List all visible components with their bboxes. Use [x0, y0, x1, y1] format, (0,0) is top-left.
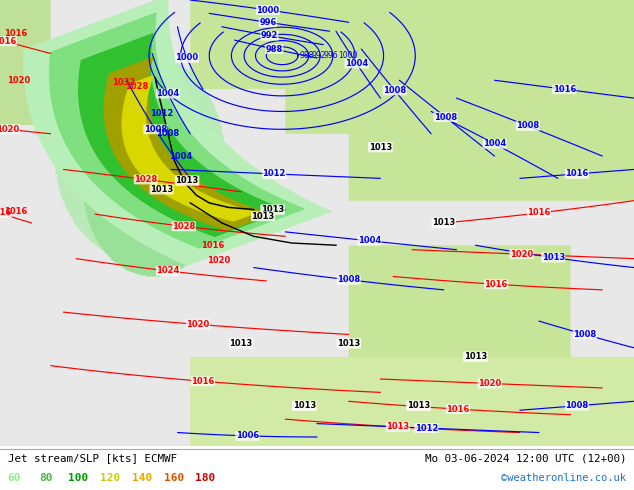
Text: Mo 03-06-2024 12:00 UTC (12+00): Mo 03-06-2024 12:00 UTC (12+00) [425, 453, 626, 463]
Text: 1000: 1000 [338, 51, 358, 60]
Text: 1013: 1013 [337, 339, 360, 348]
Text: 1000: 1000 [176, 53, 198, 62]
Text: 1028: 1028 [134, 175, 157, 184]
Text: 1004: 1004 [169, 151, 192, 161]
Text: 1012: 1012 [262, 170, 286, 178]
Text: 992: 992 [261, 31, 278, 40]
Text: 1008: 1008 [144, 125, 167, 134]
Text: 1008: 1008 [383, 86, 406, 95]
Text: 1006: 1006 [236, 431, 259, 441]
Text: 120: 120 [100, 473, 120, 483]
Text: 1028: 1028 [172, 222, 195, 231]
Text: 988: 988 [266, 45, 283, 53]
Text: 1028: 1028 [125, 82, 148, 92]
Text: 1004: 1004 [358, 236, 381, 245]
Text: 1016: 1016 [446, 405, 470, 414]
Text: 1013: 1013 [464, 352, 487, 361]
Polygon shape [23, 0, 333, 266]
Text: 996: 996 [259, 18, 276, 27]
Text: 100: 100 [68, 473, 89, 483]
Text: 1020: 1020 [207, 256, 230, 266]
Text: 1016: 1016 [566, 170, 588, 178]
Text: 1013: 1013 [176, 176, 198, 185]
Polygon shape [78, 33, 288, 237]
Text: 1004: 1004 [483, 139, 506, 148]
Text: 1016: 1016 [4, 207, 27, 216]
Text: 1013: 1013 [541, 253, 565, 262]
Text: 140: 140 [132, 473, 152, 483]
Text: Jet stream/SLP [kts] ECMWF: Jet stream/SLP [kts] ECMWF [8, 453, 177, 463]
Text: 1013: 1013 [369, 143, 392, 151]
Text: 1013: 1013 [293, 401, 316, 410]
Text: 1013: 1013 [252, 212, 275, 221]
Text: 80: 80 [39, 473, 53, 483]
Text: 1020: 1020 [510, 250, 533, 259]
Text: 1020: 1020 [0, 125, 20, 134]
Polygon shape [103, 57, 273, 231]
Text: 1020: 1020 [8, 76, 30, 85]
Text: 1013: 1013 [432, 219, 455, 227]
Text: 1008: 1008 [157, 129, 179, 138]
Text: 1013: 1013 [150, 185, 173, 194]
Text: 1013: 1013 [261, 205, 284, 214]
Text: 996: 996 [324, 51, 339, 60]
Text: 1008: 1008 [337, 275, 360, 284]
Text: 1008: 1008 [573, 330, 597, 339]
Text: ©weatheronline.co.uk: ©weatheronline.co.uk [501, 473, 626, 483]
Text: 1008: 1008 [566, 401, 588, 410]
Polygon shape [49, 12, 306, 249]
Text: 1016: 1016 [191, 377, 214, 386]
Text: 60: 60 [8, 473, 21, 483]
Text: 1013: 1013 [230, 339, 252, 348]
Text: 1008: 1008 [516, 122, 540, 130]
Text: 1016: 1016 [4, 29, 27, 38]
Text: 1016: 1016 [0, 37, 16, 46]
Text: 1013: 1013 [407, 401, 430, 410]
Text: 1004: 1004 [345, 59, 368, 68]
Text: 1012: 1012 [150, 109, 173, 118]
Polygon shape [122, 75, 258, 222]
Text: 160: 160 [164, 473, 184, 483]
Text: 992: 992 [311, 51, 326, 60]
Text: 988: 988 [299, 51, 314, 60]
Text: 1013: 1013 [386, 422, 410, 432]
Text: 1000: 1000 [256, 5, 280, 15]
Text: 1020: 1020 [186, 320, 210, 329]
Text: 1004: 1004 [157, 89, 179, 98]
Text: 1008: 1008 [434, 113, 457, 122]
Text: 1024: 1024 [157, 267, 179, 275]
Text: 1032: 1032 [112, 78, 135, 87]
Text: 1012: 1012 [415, 423, 438, 433]
Text: 180: 180 [195, 473, 216, 483]
Text: 1016: 1016 [0, 208, 11, 218]
Text: 1016: 1016 [527, 208, 550, 218]
Text: 1016: 1016 [201, 241, 224, 250]
Text: 1020: 1020 [478, 379, 501, 388]
Text: 1016: 1016 [484, 280, 508, 289]
Text: 1016: 1016 [553, 85, 576, 94]
